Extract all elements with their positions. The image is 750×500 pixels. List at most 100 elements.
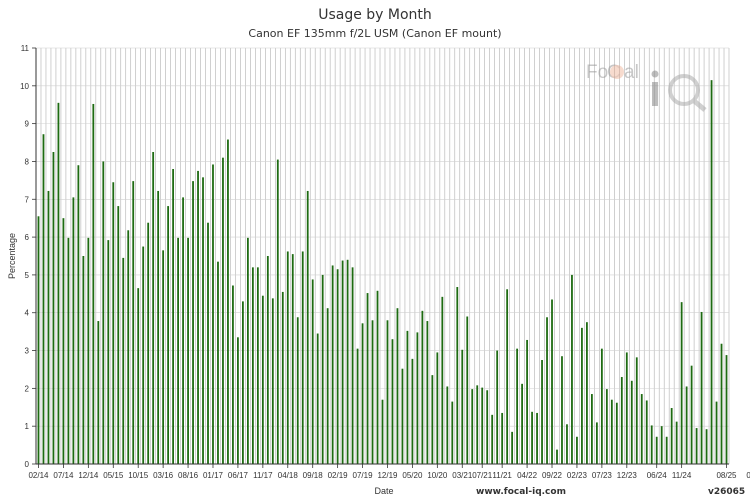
bar — [341, 260, 344, 464]
bar — [645, 400, 648, 464]
bar — [586, 322, 588, 464]
bar — [600, 348, 603, 464]
x-tick-label: 07/21 — [472, 471, 493, 480]
bar — [242, 301, 244, 464]
x-tick-label: 06/24 — [647, 471, 668, 480]
bar — [316, 333, 319, 464]
bar — [426, 321, 429, 464]
bar — [351, 267, 354, 464]
bar — [725, 355, 728, 464]
bar — [660, 426, 663, 464]
bar — [605, 389, 608, 464]
bar — [261, 295, 264, 464]
y-tick-label: 4 — [25, 309, 30, 318]
bar — [237, 337, 239, 464]
bar — [650, 425, 653, 464]
bar — [217, 261, 219, 464]
x-tick-label: 01/17 — [203, 471, 224, 480]
bar — [296, 317, 299, 464]
bar — [461, 349, 464, 464]
x-tick-label: 12/14 — [78, 471, 99, 480]
bar — [516, 348, 519, 464]
x-tick-label: 02/26 — [746, 471, 750, 480]
bar — [286, 251, 289, 464]
x-tick-label: 07/19 — [353, 471, 374, 480]
bar — [541, 360, 543, 464]
bar — [695, 428, 698, 464]
bar — [556, 449, 558, 464]
bar — [481, 387, 484, 464]
bar — [87, 237, 90, 464]
bar — [610, 399, 613, 464]
bar — [102, 161, 105, 465]
bar — [536, 412, 538, 464]
bar — [271, 298, 274, 464]
x-tick-label: 09/22 — [542, 471, 563, 480]
bar — [276, 159, 279, 464]
bar — [401, 368, 404, 464]
bar — [227, 139, 229, 464]
svg-text:Fo: Fo — [586, 62, 608, 83]
bar — [670, 408, 673, 464]
x-tick-label: 10/20 — [427, 471, 448, 480]
bar — [251, 267, 254, 464]
bar — [202, 177, 204, 464]
footer-website[interactable]: www.focal-iq.com — [476, 487, 566, 497]
svg-text:C: C — [607, 62, 621, 83]
chart-subtitle: Canon EF 135mm f/2L USM (Canon EF mount) — [248, 27, 502, 40]
bar — [521, 383, 523, 464]
bar — [326, 308, 329, 464]
bar — [137, 288, 140, 464]
bar — [256, 267, 259, 464]
bar — [47, 190, 50, 464]
bar — [42, 134, 45, 464]
bar — [441, 296, 444, 464]
bar — [451, 401, 454, 464]
bar — [331, 265, 334, 464]
axes — [32, 47, 729, 468]
bar — [301, 251, 304, 464]
bar — [67, 237, 70, 464]
bar — [72, 197, 75, 464]
x-tick-label: 06/17 — [228, 471, 249, 480]
bar — [561, 356, 563, 464]
y-tick-label: 10 — [20, 82, 29, 91]
bar — [496, 350, 499, 464]
bar — [37, 216, 40, 464]
x-tick-label: 05/15 — [103, 471, 124, 480]
bar — [167, 206, 170, 464]
x-tick-label: 03/16 — [153, 471, 174, 480]
svg-text:al: al — [624, 62, 639, 83]
bar — [366, 293, 369, 464]
bar — [162, 250, 165, 464]
y-tick-label: 1 — [25, 422, 30, 431]
bar — [346, 259, 349, 464]
bar — [476, 385, 479, 464]
bar — [690, 365, 693, 464]
bar — [197, 170, 199, 464]
bar — [386, 320, 389, 464]
bar — [595, 422, 598, 464]
bar — [381, 399, 384, 464]
bar — [546, 317, 548, 464]
bar — [700, 311, 703, 464]
bar — [182, 197, 184, 464]
x-tick-label: 05/20 — [402, 471, 423, 480]
bar — [710, 80, 713, 465]
x-tick-labels: 02/14 07/14 12/14 05/15 10/15 03/16 08/16 01/17… — [28, 471, 750, 480]
bar — [291, 254, 294, 464]
bar — [152, 152, 155, 464]
x-tick-label: 02/14 — [28, 471, 49, 480]
bar — [685, 386, 688, 464]
bar — [142, 246, 145, 464]
bar — [107, 240, 110, 464]
x-tick-label: 10/15 — [128, 471, 149, 480]
y-tick-label: 3 — [25, 347, 30, 356]
bar — [665, 436, 668, 464]
x-tick-label: 08/16 — [178, 471, 199, 480]
bar — [62, 218, 65, 464]
bar — [456, 287, 459, 464]
bar — [207, 222, 209, 464]
bar — [92, 103, 95, 464]
